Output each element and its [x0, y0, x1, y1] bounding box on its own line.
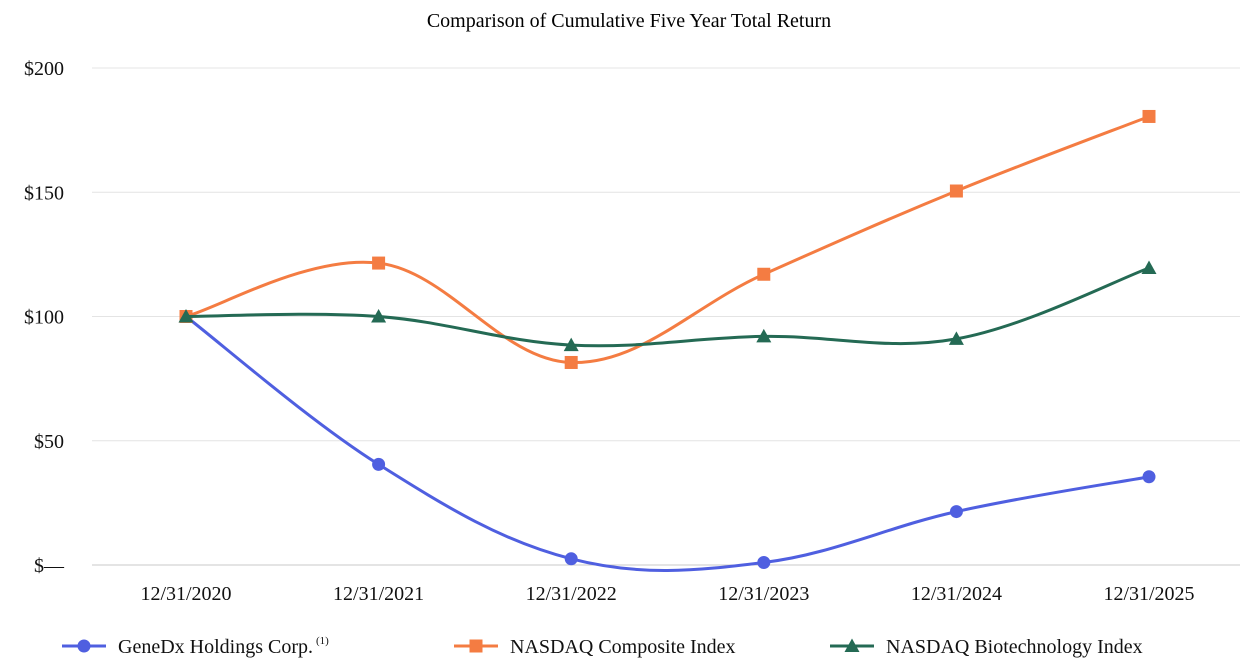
legend-label: GeneDx Holdings Corp. (1)	[118, 635, 329, 658]
legend-label-text: NASDAQ Biotechnology Index	[886, 636, 1143, 658]
legend-item: NASDAQ Composite Index	[454, 636, 736, 658]
series-group	[178, 109, 1157, 572]
x-tick-label: 12/31/2022	[526, 583, 617, 605]
legend-label-text: NASDAQ Composite Index	[510, 636, 736, 658]
data-point	[178, 309, 194, 323]
grid-lines	[92, 67, 1240, 566]
series-line	[184, 266, 1151, 348]
legend-label: NASDAQ Composite Index	[510, 636, 736, 658]
series-nasdaq-biotechnology-index	[178, 260, 1157, 352]
data-point	[949, 184, 963, 198]
data-point	[372, 457, 386, 471]
data-point	[372, 256, 386, 270]
y-tick-label: $100	[24, 307, 64, 329]
series-genedx-holdings-corp	[179, 310, 1156, 572]
x-axis-tick-labels: 12/31/2020 12/31/2021 12/31/2022 12/31/2023…	[140, 583, 1194, 605]
y-tick-label: $—	[34, 555, 65, 577]
data-point	[757, 556, 771, 570]
x-tick-label: 12/31/2025	[1103, 583, 1194, 605]
series-line	[184, 115, 1151, 365]
data-point	[1142, 470, 1156, 484]
legend-label: NASDAQ Biotechnology Index	[886, 636, 1143, 658]
data-point	[756, 328, 772, 343]
y-tick-label: $150	[24, 182, 64, 204]
legend-item: GeneDx Holdings Corp. (1)	[62, 635, 329, 658]
y-axis-tick-labels: $200 $150 $100 $50 $—	[24, 58, 65, 577]
x-tick-label: 12/31/2023	[718, 583, 809, 605]
legend-item: NASDAQ Biotechnology Index	[830, 636, 1143, 658]
data-point	[371, 309, 387, 323]
legend-footnote-marker: (1)	[316, 635, 329, 647]
legend-marker	[77, 639, 91, 653]
series-line	[184, 315, 1151, 572]
data-point	[1141, 260, 1157, 275]
chart-title: Comparison of Cumulative Five Year Total…	[427, 10, 831, 32]
data-point	[1142, 109, 1156, 123]
y-tick-label: $50	[34, 431, 64, 453]
data-point	[564, 355, 578, 369]
legend: GeneDx Holdings Corp. (1) NASDAQ Composite…	[62, 635, 1143, 658]
x-tick-label: 12/31/2020	[140, 583, 231, 605]
legend-marker	[469, 639, 483, 653]
data-point	[563, 337, 579, 352]
data-point	[948, 331, 964, 345]
series-nasdaq-composite-index	[179, 109, 1156, 369]
data-point	[564, 552, 578, 566]
y-tick-label: $200	[24, 58, 64, 80]
x-tick-label: 12/31/2024	[911, 583, 1002, 605]
x-tick-label: 12/31/2021	[333, 583, 424, 605]
data-point	[757, 267, 771, 281]
legend-marker	[844, 638, 860, 652]
data-point	[949, 505, 963, 519]
legend-label-text: GeneDx Holdings Corp.	[118, 636, 313, 658]
